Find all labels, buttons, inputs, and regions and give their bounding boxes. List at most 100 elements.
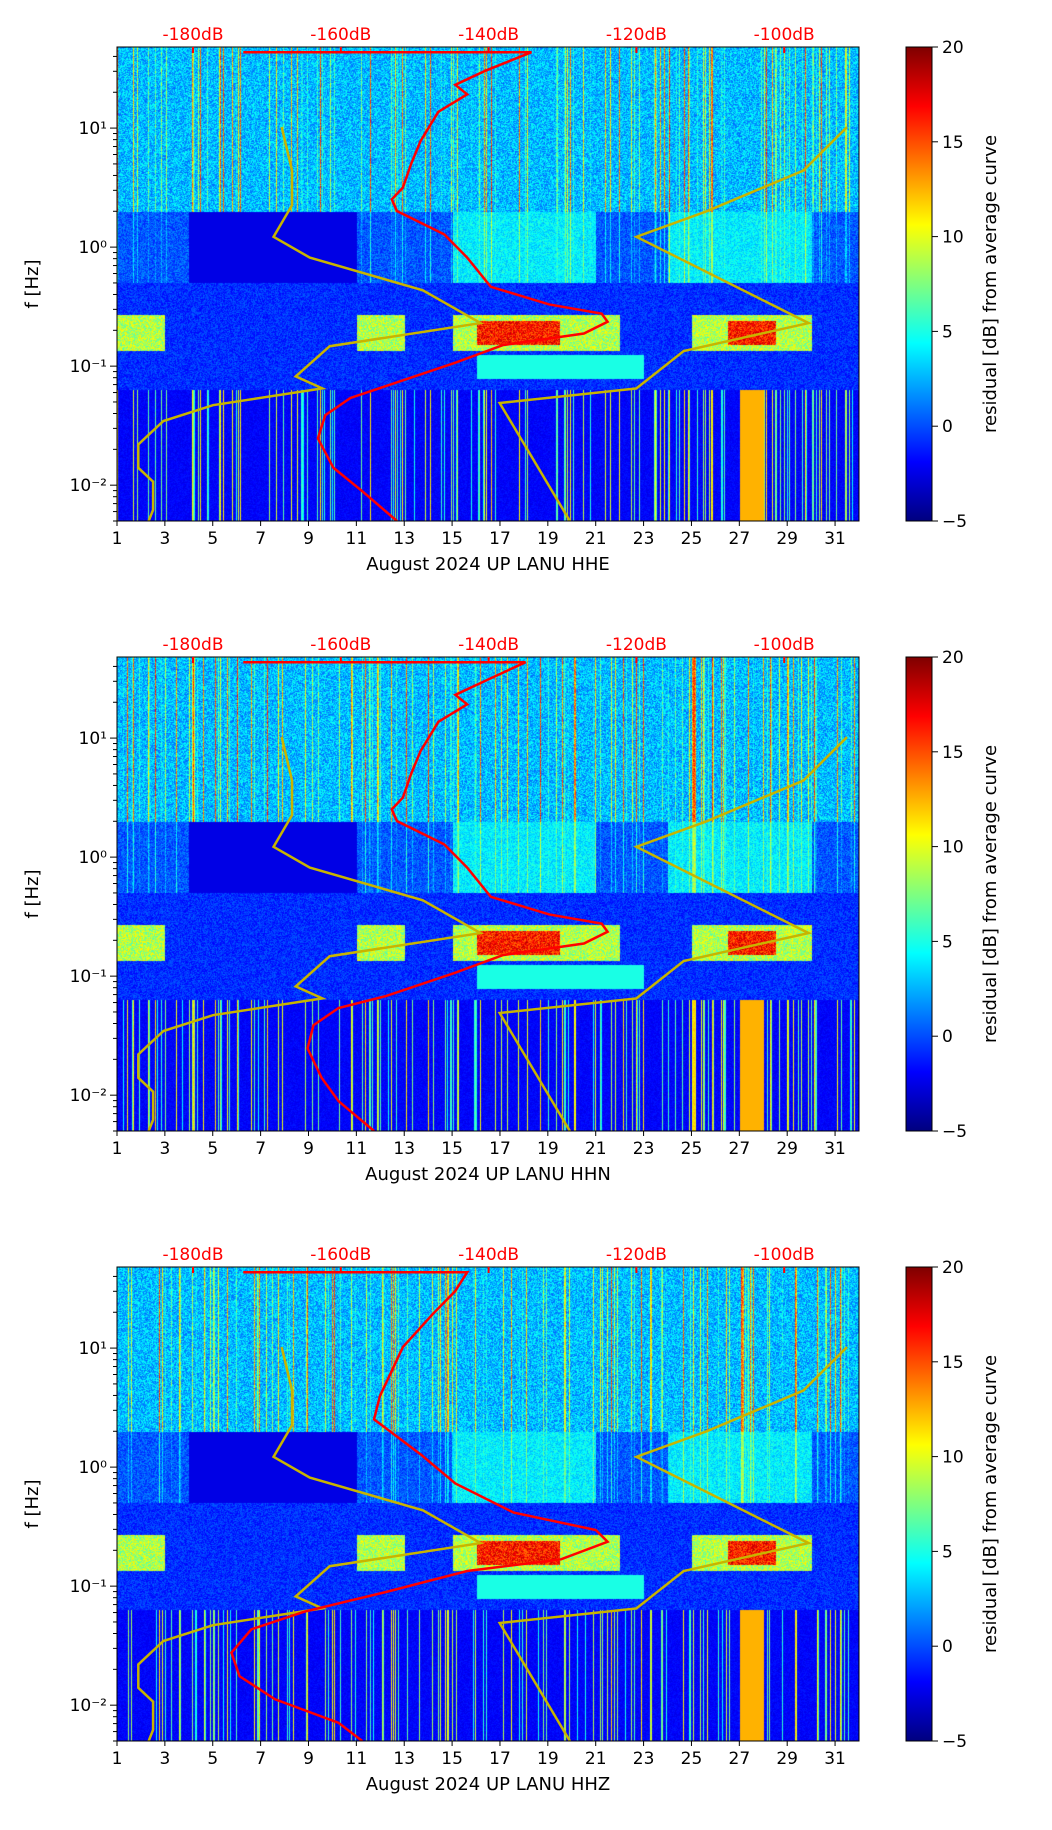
colorbar-label: residual [dB] from average curve <box>980 745 1001 1043</box>
y-tick-label: 10⁰ <box>79 238 108 258</box>
x-tick-label: 1 <box>112 529 123 549</box>
spectrogram-panel-1: -180dB -160dB -140dB -120dB -100dB 1 3 5 7 9 11 13 1… <box>0 0 1052 610</box>
db-tick-label: -160dB <box>310 635 371 655</box>
colorbar-tick-label: 15 <box>942 743 964 763</box>
x-tick-label: 21 <box>585 1139 607 1159</box>
x-tick-label: 7 <box>255 1139 266 1159</box>
colorbar-tick-label: 20 <box>942 648 964 668</box>
db-tick-label: -160dB <box>310 1245 371 1265</box>
x-tick-label: 29 <box>776 1749 798 1769</box>
nlnm-line <box>137 1346 485 1741</box>
db-tick-label: -140dB <box>458 1245 519 1265</box>
x-tick-label: 29 <box>776 1139 798 1159</box>
db-tick-label: -100dB <box>754 1245 815 1265</box>
colorbar-tick-label: −5 <box>942 512 967 532</box>
x-tick-label: 19 <box>537 1749 559 1769</box>
x-axis-label: August 2024 UP LANU HHE <box>366 554 610 575</box>
colorbar-tick-label: 10 <box>942 228 964 248</box>
colorbar-tick-label: 0 <box>942 1027 953 1047</box>
y-tick-label: 10⁰ <box>79 848 108 868</box>
x-tick-label: 23 <box>633 1749 655 1769</box>
x-tick-label: 13 <box>393 1139 415 1159</box>
x-tick-label: 13 <box>393 529 415 549</box>
x-tick-label: 25 <box>681 1139 703 1159</box>
x-tick-label: 21 <box>585 1749 607 1769</box>
y-axis-label: f [Hz] <box>22 259 43 308</box>
y-tick-label: 10¹ <box>79 119 107 139</box>
y-tick-label: 10⁻¹ <box>70 1577 107 1597</box>
x-tick-label: 27 <box>729 1749 751 1769</box>
nhnm-line <box>497 1346 848 1741</box>
db-tick-label: -160dB <box>310 25 371 45</box>
x-tick-label: 3 <box>159 1749 170 1769</box>
x-tick-label: 17 <box>489 529 511 549</box>
nlnm-line <box>137 126 485 521</box>
x-tick-label: 19 <box>537 529 559 549</box>
x-tick-label: 13 <box>393 1749 415 1769</box>
db-tick-label: -180dB <box>162 25 223 45</box>
colorbar-tick-label: 5 <box>942 322 953 342</box>
psd-curve <box>243 660 610 1131</box>
x-tick-label: 29 <box>776 529 798 549</box>
colorbar-tick-label: 0 <box>942 417 953 437</box>
y-tick-label: 10⁻² <box>70 1086 107 1106</box>
db-tick-label: -140dB <box>458 635 519 655</box>
x-tick-label: 17 <box>489 1749 511 1769</box>
spectrogram-panel-3: -180dB -160dB -140dB -120dB -100dB 1 3 5 7 9 11 13 1… <box>0 1220 1052 1830</box>
x-tick-label: 31 <box>824 1749 846 1769</box>
colorbar-tick-label: 20 <box>942 38 964 58</box>
x-tick-label: 9 <box>303 529 314 549</box>
colorbar-tick-label: −5 <box>942 1732 967 1752</box>
x-tick-label: 27 <box>729 1139 751 1159</box>
x-tick-label: 9 <box>303 1139 314 1159</box>
x-tick-label: 7 <box>255 529 266 549</box>
db-tick-label: -120dB <box>606 25 667 45</box>
y-tick-label: 10⁻¹ <box>70 357 107 377</box>
colorbar <box>905 1266 933 1742</box>
x-tick-label: 3 <box>159 529 170 549</box>
y-axis-label: f [Hz] <box>22 1479 43 1528</box>
y-tick-label: 10⁰ <box>79 1458 108 1478</box>
nhnm-line <box>497 736 848 1131</box>
x-tick-label: 11 <box>346 529 368 549</box>
x-tick-label: 17 <box>489 1139 511 1159</box>
x-tick-label: 19 <box>537 1139 559 1159</box>
x-tick-label: 11 <box>346 1139 368 1159</box>
x-tick-label: 21 <box>585 529 607 549</box>
x-tick-label: 25 <box>681 529 703 549</box>
db-tick-label: -140dB <box>458 25 519 45</box>
x-tick-label: 15 <box>441 529 463 549</box>
x-tick-label: 15 <box>441 1749 463 1769</box>
db-tick-label: -100dB <box>754 25 815 45</box>
nlnm-line <box>137 736 485 1131</box>
y-tick-label: 10⁻¹ <box>70 967 107 987</box>
y-tick-label: 10¹ <box>79 729 107 749</box>
colorbar-tick-label: 10 <box>942 838 964 858</box>
colorbar-tick-label: 15 <box>942 1353 964 1373</box>
x-tick-label: 31 <box>824 1139 846 1159</box>
x-tick-label: 5 <box>207 529 218 549</box>
x-tick-label: 7 <box>255 1749 266 1769</box>
colorbar-tick-label: 20 <box>942 1258 964 1278</box>
colorbar-tick-label: 10 <box>942 1448 964 1468</box>
db-tick-label: -180dB <box>162 1245 223 1265</box>
y-tick-label: 10⁻² <box>70 1696 107 1716</box>
colorbar-tick-label: −5 <box>942 1122 967 1142</box>
y-axis-label: f [Hz] <box>22 869 43 918</box>
x-tick-label: 31 <box>824 529 846 549</box>
x-tick-label: 1 <box>112 1139 123 1159</box>
colorbar-label: residual [dB] from average curve <box>980 1355 1001 1653</box>
colorbar-tick-label: 0 <box>942 1637 953 1657</box>
x-tick-label: 1 <box>112 1749 123 1769</box>
colorbar-tick-label: 5 <box>942 932 953 952</box>
x-axis-label: August 2024 UP LANU HHZ <box>366 1774 611 1795</box>
x-tick-label: 23 <box>633 1139 655 1159</box>
x-tick-label: 11 <box>346 1749 368 1769</box>
x-tick-label: 27 <box>729 529 751 549</box>
x-tick-label: 5 <box>207 1749 218 1769</box>
db-tick-label: -120dB <box>606 1245 667 1265</box>
colorbar <box>905 46 933 522</box>
db-tick-label: -120dB <box>606 635 667 655</box>
colorbar-tick-label: 15 <box>942 133 964 153</box>
plot-frame <box>116 1266 860 1742</box>
